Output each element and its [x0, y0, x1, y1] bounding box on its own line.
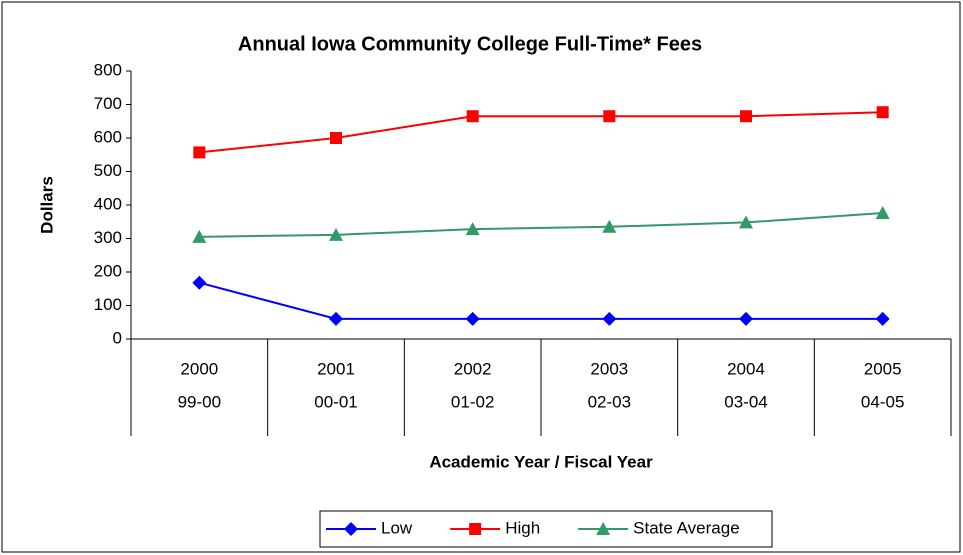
marker [875, 206, 890, 220]
legend: Low High State Average [319, 510, 773, 548]
legend-label: Low [381, 518, 413, 537]
series-line [199, 281, 883, 320]
x-tick-label: 2003 [590, 359, 628, 378]
x-axis-title: Academic Year / Fiscal Year [429, 452, 653, 471]
marker [465, 222, 480, 236]
x-tick-label: 2004 [727, 359, 765, 378]
marker [602, 311, 617, 326]
x-tick-label-secondary: 99-00 [178, 392, 221, 411]
legend-label: High [505, 518, 540, 537]
series-line [199, 212, 883, 238]
x-tick-label: 2002 [454, 359, 492, 378]
y-tick-label: 400 [94, 194, 122, 213]
marker [740, 110, 752, 123]
marker [329, 227, 343, 241]
marker [739, 215, 753, 229]
y-tick-label: 0 [113, 328, 122, 347]
marker [596, 522, 611, 535]
marker [876, 106, 889, 119]
x-tick-label-secondary: 04-05 [861, 392, 904, 411]
x-tick-label-secondary: 02-03 [588, 392, 631, 411]
marker [193, 146, 206, 159]
marker [192, 275, 207, 290]
y-tick-label: 700 [94, 94, 122, 113]
y-axis-title: Dollars [37, 176, 56, 234]
legend-box [319, 510, 773, 548]
x-tick-label: 2005 [864, 359, 902, 378]
x-tick-label: 2000 [180, 359, 218, 378]
chart-title: Annual Iowa Community College Full-Time*… [238, 33, 702, 55]
x-tick-label-secondary: 00-01 [314, 392, 357, 411]
x-tick-label-secondary: 01-02 [451, 392, 494, 411]
marker [875, 311, 890, 326]
marker [329, 311, 343, 326]
marker [739, 311, 753, 326]
marker [466, 110, 479, 123]
y-tick-label: 100 [94, 295, 122, 314]
marker [344, 522, 358, 536]
y-tick-label: 300 [94, 228, 122, 247]
y-tick-label: 600 [94, 127, 122, 146]
y-tick-label: 500 [94, 161, 122, 180]
marker [192, 229, 207, 243]
series-line [199, 111, 883, 154]
y-tick-label: 800 [94, 60, 122, 79]
marker [330, 132, 342, 144]
marker [465, 311, 480, 326]
marker [603, 110, 616, 123]
x-tick-label: 2001 [317, 359, 355, 378]
marker [602, 219, 617, 233]
y-tick-label: 200 [94, 261, 122, 280]
marker [469, 523, 482, 535]
legend-label: State Average [633, 518, 740, 537]
x-tick-label-secondary: 03-04 [724, 392, 767, 411]
